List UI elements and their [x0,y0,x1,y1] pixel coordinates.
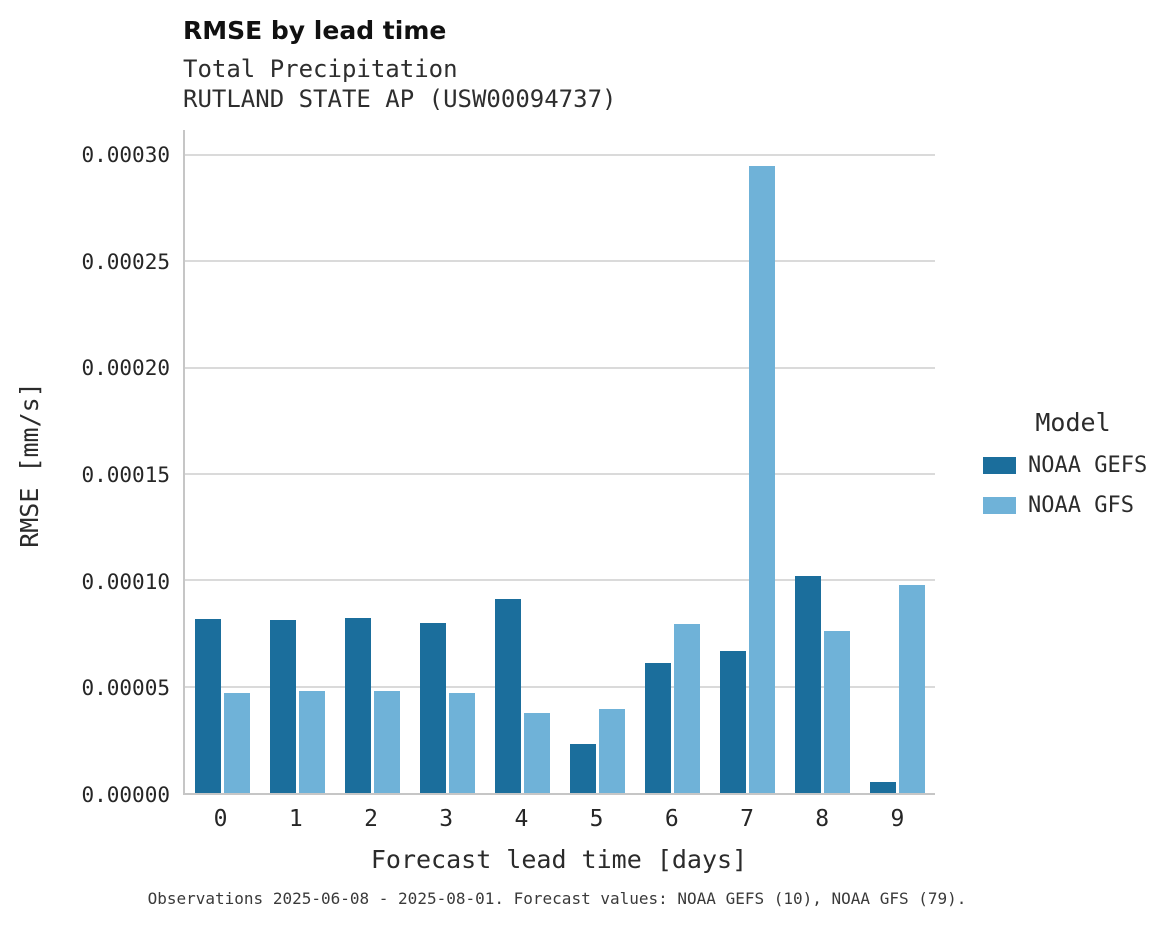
bar-noaa-gfs-day-5 [599,709,625,793]
bar-group-day-7 [710,130,785,793]
y-tick-label: 0.00030 [81,143,170,168]
x-tick-label: 0 [213,806,228,832]
bar-noaa-gfs-day-0 [224,693,250,793]
y-tick-label: 0.00015 [81,463,170,488]
bar-group-day-0 [185,130,260,793]
y-tick-label: 0.00025 [81,249,170,274]
x-tick-label: 9 [890,806,905,832]
bar-noaa-gfs-day-9 [899,584,925,793]
gridline [185,260,935,263]
bar-group-day-4 [485,130,560,793]
y-tick-label: 0.00010 [81,569,170,594]
bar-group-day-1 [260,130,335,793]
x-tick-label: 6 [664,806,679,832]
legend-entries: NOAA GEFS NOAA GFS [983,453,1163,518]
bar-noaa-gefs-day-1 [270,619,296,793]
bar-noaa-gfs-day-6 [674,623,700,793]
bar-noaa-gfs-day-3 [449,693,475,793]
bar-noaa-gefs-day-8 [795,576,821,793]
chart-subtitle-variable: Total Precipitation [183,55,458,83]
y-tick-label: 0.00005 [81,676,170,701]
bar-noaa-gefs-day-7 [720,650,746,793]
y-axis-tick-labels: 0.00000 0.00005 0.00010 0.00015 0.00020 0.000… [30,130,170,807]
bar-group-day-9 [860,130,935,793]
bar-noaa-gfs-day-8 [824,631,850,793]
bar-group-day-3 [410,130,485,793]
legend-entry-noaa-gefs: NOAA GEFS [983,453,1163,478]
chart-subtitle-station: RUTLAND STATE AP (USW00094737) [183,85,617,113]
x-tick-label: 2 [364,806,378,832]
bar-noaa-gefs-day-4 [495,599,521,793]
bar-noaa-gefs-day-6 [645,663,671,793]
bar-noaa-gfs-day-1 [299,690,325,793]
bar-noaa-gfs-day-4 [524,713,550,793]
gridline [185,366,935,369]
gridline [185,153,935,156]
title-block: RMSE by lead time Total Precipitation RU… [183,16,616,114]
caption: Observations 2025-06-08 - 2025-08-01. Fo… [147,889,967,908]
gridline [185,685,935,688]
legend-label-noaa-gefs: NOAA GEFS [1028,453,1148,478]
x-tick-label: 8 [815,806,830,832]
x-tick-label: 1 [288,806,303,832]
bar-noaa-gefs-day-0 [195,618,221,793]
bar-noaa-gefs-day-9 [870,782,896,793]
bar-group-day-2 [335,130,410,793]
bar-noaa-gfs-day-7 [749,165,775,793]
bar-group-day-8 [785,130,860,793]
legend: Model NOAA GEFS NOAA GFS [983,408,1163,533]
legend-swatch-noaa-gefs [983,457,1016,474]
bar-noaa-gfs-day-2 [374,690,400,793]
bar-noaa-gefs-day-5 [570,744,596,793]
bar-group-day-5 [560,130,635,793]
gridline [185,472,935,475]
bar-noaa-gefs-day-2 [345,617,371,793]
legend-label-noaa-gfs: NOAA GFS [1028,493,1134,518]
x-tick-label: 4 [514,806,529,832]
bar-noaa-gefs-day-3 [420,622,446,793]
legend-entry-noaa-gfs: NOAA GFS [983,493,1163,518]
legend-swatch-noaa-gfs [983,497,1016,514]
bar-group-day-6 [635,130,710,793]
plot-area [183,130,935,795]
x-axis-tick-labels: 0 1 2 3 4 5 6 7 8 9 [183,806,935,836]
chart-title: RMSE by lead time [183,16,447,45]
x-tick-label: 5 [589,806,604,832]
y-tick-label: 0.00020 [81,356,170,381]
gridline [185,579,935,582]
y-tick-label: 0.00000 [81,783,170,807]
legend-title: Model [1035,408,1111,437]
x-tick-label: 7 [740,806,754,832]
x-axis-label: Forecast lead time [days] [370,845,748,874]
x-tick-label: 3 [439,806,454,832]
